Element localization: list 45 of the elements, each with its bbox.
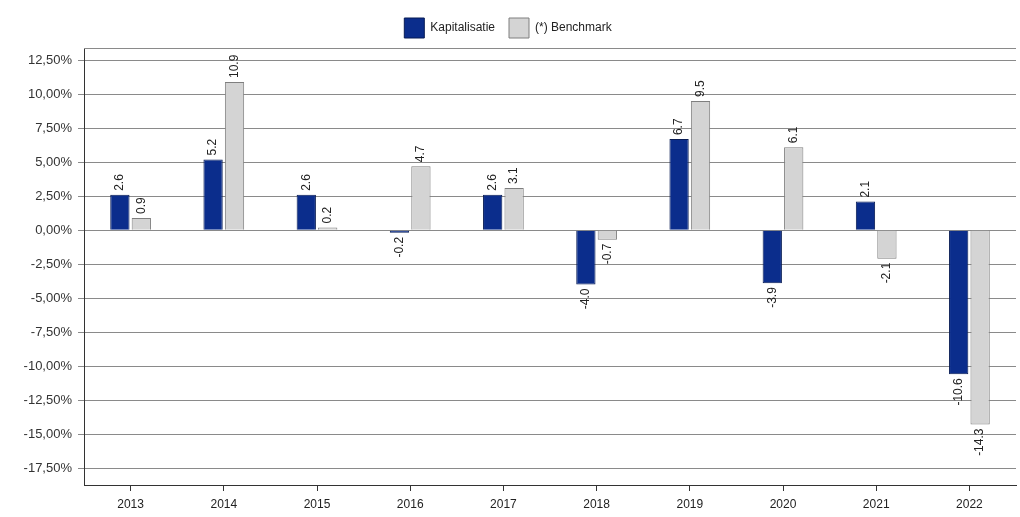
y-tick-label: 2,50%	[35, 187, 73, 203]
data-label: 9.5	[692, 80, 707, 98]
y-tick-label: -12,50%	[23, 391, 73, 407]
x-tick-label: 2016	[396, 496, 424, 511]
x-tick-label: 2018	[583, 496, 611, 511]
data-label: -4.0	[578, 288, 593, 310]
x-tick-label: 2017	[490, 496, 518, 511]
data-label: 6.7	[671, 118, 686, 136]
data-label: 6.1	[786, 126, 801, 144]
x-tick-label: 2014	[210, 496, 238, 511]
data-label: 2.6	[112, 173, 127, 191]
data-label: -0.7	[599, 243, 614, 265]
y-tick-label: -2,50%	[30, 255, 73, 271]
y-tick-label: -17,50%	[23, 459, 73, 475]
legend-label: Kapitalisatie	[430, 20, 496, 35]
data-label: 2.6	[298, 173, 313, 191]
y-tick-label: -7,50%	[30, 323, 73, 339]
data-label: -2.1	[879, 262, 894, 284]
data-label: 10.9	[226, 54, 241, 78]
y-tick-label: -15,00%	[23, 425, 73, 441]
y-tick-label: 12,50%	[27, 51, 73, 67]
x-tick-label: 2020	[769, 496, 797, 511]
y-tick-label: 5,00%	[35, 153, 73, 169]
data-label: 0.9	[133, 196, 148, 214]
data-label: -10.6	[950, 377, 965, 406]
data-label: 4.7	[413, 145, 428, 163]
y-tick-label: -10,00%	[23, 357, 73, 373]
x-tick-label: 2013	[117, 496, 145, 511]
data-label: 0.2	[320, 206, 335, 224]
x-tick-label: 2021	[862, 496, 890, 511]
x-tick-label: 2022	[956, 496, 984, 511]
y-tick-label: 0,00%	[35, 221, 73, 237]
data-label: 2.1	[857, 180, 872, 198]
data-label: 5.2	[205, 138, 220, 156]
data-label: 3.1	[506, 167, 521, 184]
y-tick-label: 10,00%	[27, 85, 73, 101]
y-tick-label: -5,00%	[30, 289, 73, 305]
data-label: -3.9	[764, 286, 779, 308]
data-label: -14.3	[972, 428, 987, 456]
x-tick-label: 2019	[676, 496, 704, 511]
data-label: 2.6	[484, 173, 499, 191]
y-tick-label: 7,50%	[35, 119, 73, 135]
legend-label: (*) Benchmark	[535, 20, 613, 35]
data-label: -0.2	[391, 236, 406, 258]
x-tick-label: 2015	[303, 496, 331, 511]
